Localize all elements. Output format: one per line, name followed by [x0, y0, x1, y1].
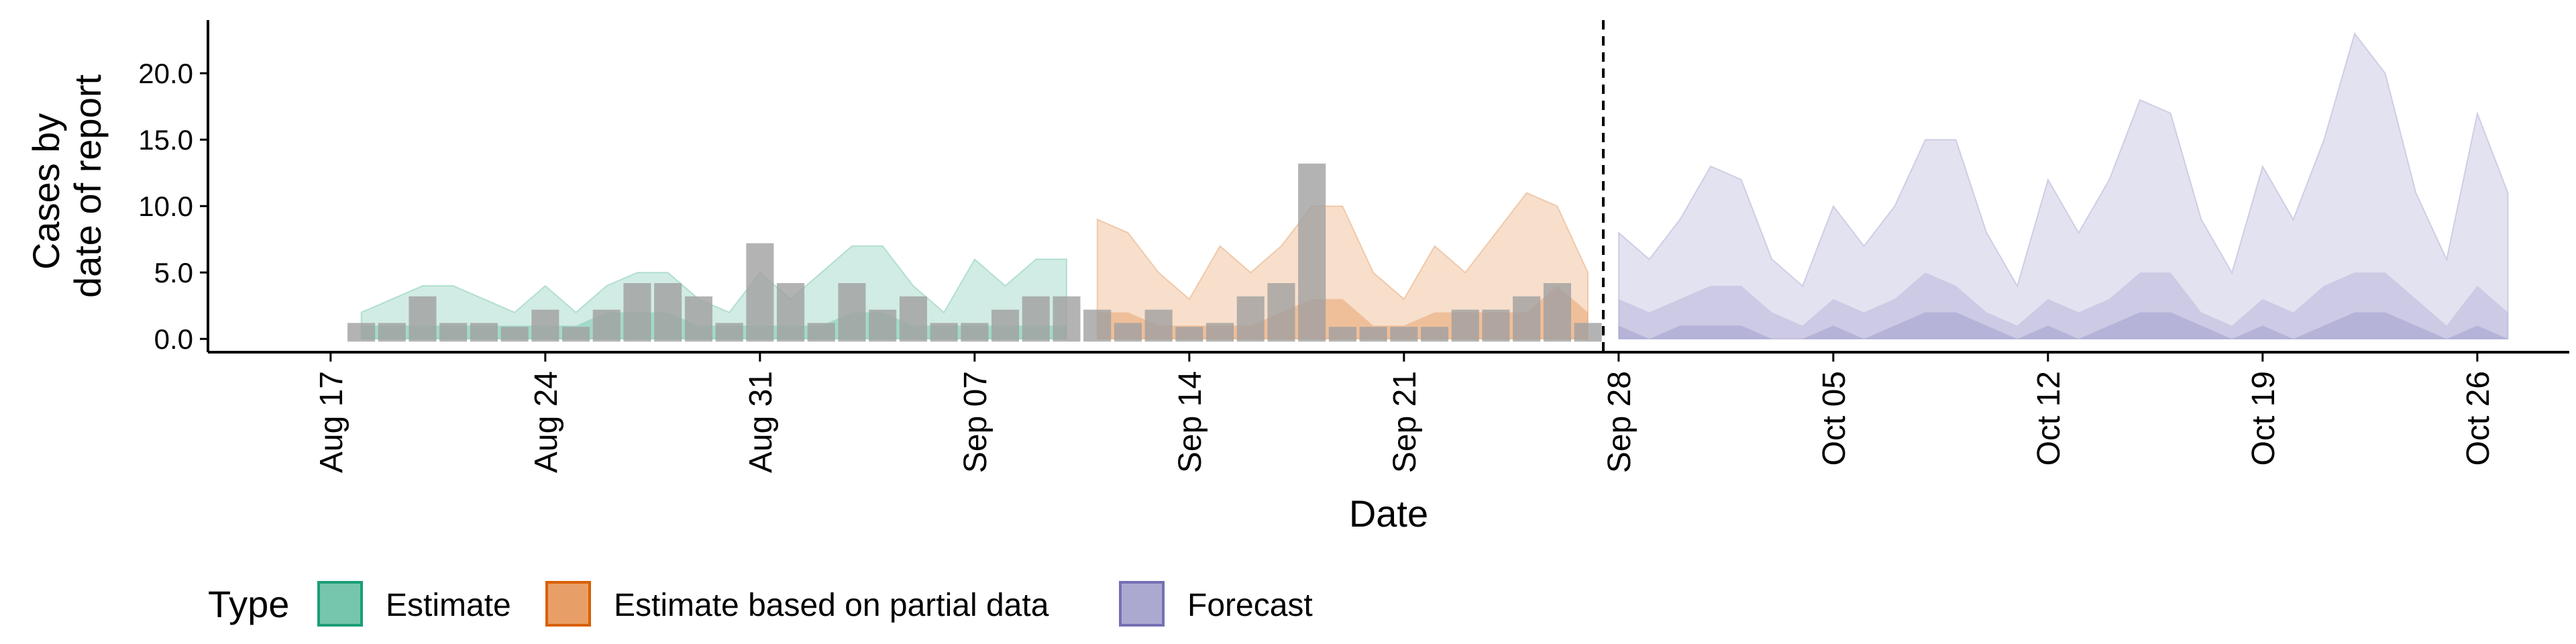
reported-case-bar — [1083, 309, 1112, 342]
legend-label-forecast: Forecast — [1187, 588, 1313, 623]
reported-case-bar — [347, 323, 376, 342]
reported-case-bar — [1328, 327, 1356, 342]
reported-case-bar — [1298, 163, 1326, 342]
reported-case-bar — [592, 309, 621, 342]
reported-case-bar — [1359, 327, 1387, 342]
reported-case-bar — [715, 323, 743, 342]
reported-case-bar — [807, 323, 835, 342]
legend-key-estimate — [317, 581, 363, 627]
x-tick-label: Aug 31 — [743, 371, 779, 473]
reported-case-bar — [409, 296, 437, 342]
x-axis-ticks: Aug 17 Aug 24 Aug 31 Sep 07 Sep 14 Sep 21 Sep … — [314, 352, 2496, 473]
x-tick-label: Oct 05 — [1817, 371, 1852, 466]
reported-case-bar — [1543, 283, 1571, 342]
x-tick-label: Oct 12 — [2031, 371, 2067, 466]
y-tick-label: 5.0 — [154, 257, 193, 288]
y-axis-title-line-2: date of report — [66, 74, 109, 299]
reported-case-bar — [777, 283, 805, 342]
x-tick-label: Sep 14 — [1173, 371, 1208, 473]
reported-case-bar — [991, 309, 1020, 342]
x-tick-label: Aug 17 — [314, 371, 350, 473]
reported-case-bar — [623, 283, 651, 342]
estimate-bands — [360, 32, 2509, 340]
reported-case-bar — [470, 323, 498, 342]
reported-case-bar — [869, 309, 897, 342]
reported-case-bar — [531, 309, 559, 342]
reported-case-bar — [562, 327, 590, 342]
legend-title: Type — [208, 583, 289, 625]
x-tick-label: Oct 19 — [2246, 371, 2282, 466]
legend-label-estimate-based-on-partial-data: Estimate based on partial data — [614, 588, 1049, 623]
reported-case-bar — [1236, 296, 1265, 342]
reported-case-bar — [1390, 327, 1418, 342]
x-tick-label: Sep 28 — [1602, 371, 1638, 473]
y-tick-label: 10.0 — [138, 191, 193, 222]
legend-key-forecast — [1119, 581, 1165, 627]
reported-case-bar — [838, 283, 866, 342]
legend-key-estimate-based-on-partial-data — [545, 581, 591, 627]
reported-case-bar — [378, 323, 406, 342]
reported-case-bar — [746, 243, 774, 342]
forecast-outer-band — [1617, 32, 2509, 340]
y-tick-label: 15.0 — [138, 124, 193, 156]
reported-case-bar — [1451, 309, 1479, 342]
reported-case-bar — [439, 323, 468, 342]
reported-case-bar — [1053, 296, 1081, 342]
reported-case-bar — [930, 323, 958, 342]
reported-case-bar — [1267, 283, 1295, 342]
y-axis-title: Cases by date of report — [25, 74, 109, 299]
legend-label-estimate: Estimate — [386, 588, 511, 623]
reported-case-bar — [1022, 296, 1050, 342]
reported-case-bar — [1144, 309, 1173, 342]
reported-case-bar — [1574, 323, 1602, 342]
x-tick-label: Sep 21 — [1387, 371, 1423, 473]
reported-cases-bars — [347, 163, 1602, 342]
reported-case-bar — [1421, 327, 1449, 342]
reported-case-bar — [1114, 323, 1142, 342]
y-axis-title-line-1: Cases by — [25, 113, 67, 270]
y-tick-label: 0.0 — [154, 323, 193, 355]
forecast-middle-band — [1618, 272, 2508, 339]
x-tick-label: Aug 24 — [529, 371, 564, 473]
x-tick-label: Sep 07 — [958, 371, 994, 473]
reported-case-bar — [654, 283, 682, 342]
forecast-inner-band — [1618, 312, 2508, 339]
x-tick-label: Oct 26 — [2461, 371, 2496, 466]
reported-case-bar — [1175, 327, 1203, 342]
reported-case-bar — [961, 323, 989, 342]
reported-case-bar — [1513, 296, 1541, 342]
y-axis-ticks: 0.0 5.0 10.0 15.0 20.0 — [138, 58, 208, 355]
reported-case-bar — [899, 296, 927, 342]
reported-case-bar — [500, 327, 529, 342]
y-tick-label: 20.0 — [138, 58, 193, 89]
legend: Type Estimate Estimate based on partial d… — [208, 581, 1313, 627]
reported-case-bar — [1482, 309, 1510, 342]
estimate-outer-band — [360, 245, 1067, 340]
reported-case-bar — [1206, 323, 1234, 342]
x-axis-title: Date — [1349, 492, 1428, 535]
reported-case-bar — [684, 296, 712, 342]
